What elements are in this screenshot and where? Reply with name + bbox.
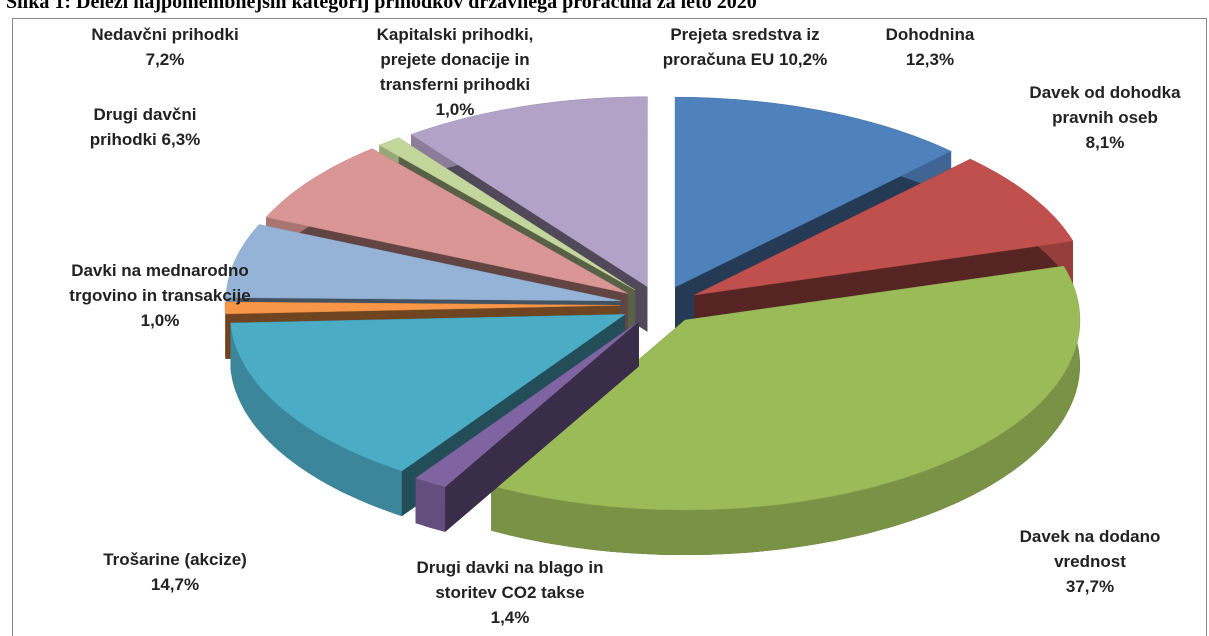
data-label: Drugi davki na blago in storitev CO2 tak… xyxy=(410,555,610,630)
value-label: 7,2% xyxy=(145,50,185,69)
data-label: Drugi davčni prihodki 6,3% xyxy=(60,102,230,152)
data-label: Kapitalski prihodki, prejete donacije in… xyxy=(350,22,560,122)
value-label: 1,4% xyxy=(490,608,530,627)
category-label: Nedavčni prihodki xyxy=(91,25,239,44)
data-label: Trošarine (akcize) 14,7% xyxy=(75,547,275,597)
value-label: 1,0% xyxy=(140,311,180,330)
value-label: 14,7% xyxy=(150,575,200,594)
slice-top xyxy=(674,96,952,288)
value-label: 6,3% xyxy=(161,130,201,149)
slice xyxy=(415,321,640,532)
slice-top xyxy=(224,301,621,315)
slice xyxy=(490,265,1081,555)
value-label: 1,0% xyxy=(435,100,475,119)
value-label: 12,3% xyxy=(905,50,955,69)
chart-title: Slika 1: Deleži najpomembnejših kategori… xyxy=(6,0,757,13)
category-label: Davki na mednarodno trgovino in transakc… xyxy=(69,261,251,305)
slice-top xyxy=(225,224,621,302)
category-label: Davek na dodano vrednost xyxy=(1019,527,1161,571)
category-label: Dohodnina xyxy=(885,25,975,44)
chart-frame xyxy=(12,18,1207,636)
category-label: Drugi davčni prihodki xyxy=(89,105,197,149)
slice-wall xyxy=(491,266,1080,555)
slice-side xyxy=(415,321,639,524)
slice-top xyxy=(230,314,626,472)
value-label: 37,7% xyxy=(1065,577,1115,596)
slice-top xyxy=(490,265,1081,511)
data-label: Davek od dohodka pravnih oseb 8,1% xyxy=(1015,80,1195,155)
category-label: Kapitalski prihodki, prejete donacije in… xyxy=(376,25,534,94)
slice-top xyxy=(378,137,636,291)
value-label: 10,2% xyxy=(779,50,828,69)
category-label: Davek od dohodka pravnih oseb xyxy=(1029,83,1181,127)
slice-top xyxy=(410,96,648,288)
slice-top xyxy=(265,148,629,294)
category-label: Prejeta sredstva iz proračuna EU xyxy=(662,25,820,69)
data-label: Davki na mednarodno trgovino in transakc… xyxy=(65,258,255,333)
value-label: 8,1% xyxy=(1085,133,1125,152)
data-label: Prejeta sredstva iz proračuna EU 10,2% xyxy=(640,22,850,72)
slice-wall xyxy=(230,323,402,517)
data-label: Dohodnina 12,3% xyxy=(850,22,1010,72)
slice-top xyxy=(415,321,640,488)
slice-top xyxy=(694,158,1074,296)
data-label: Nedavčni prihodki 7,2% xyxy=(60,22,270,72)
slice-wall xyxy=(415,478,446,532)
category-label: Drugi davki na blago in storitev CO2 tak… xyxy=(416,558,604,602)
category-label: Trošarine (akcize) xyxy=(103,550,247,569)
data-label: Davek na dodano vrednost 37,7% xyxy=(1015,524,1165,599)
